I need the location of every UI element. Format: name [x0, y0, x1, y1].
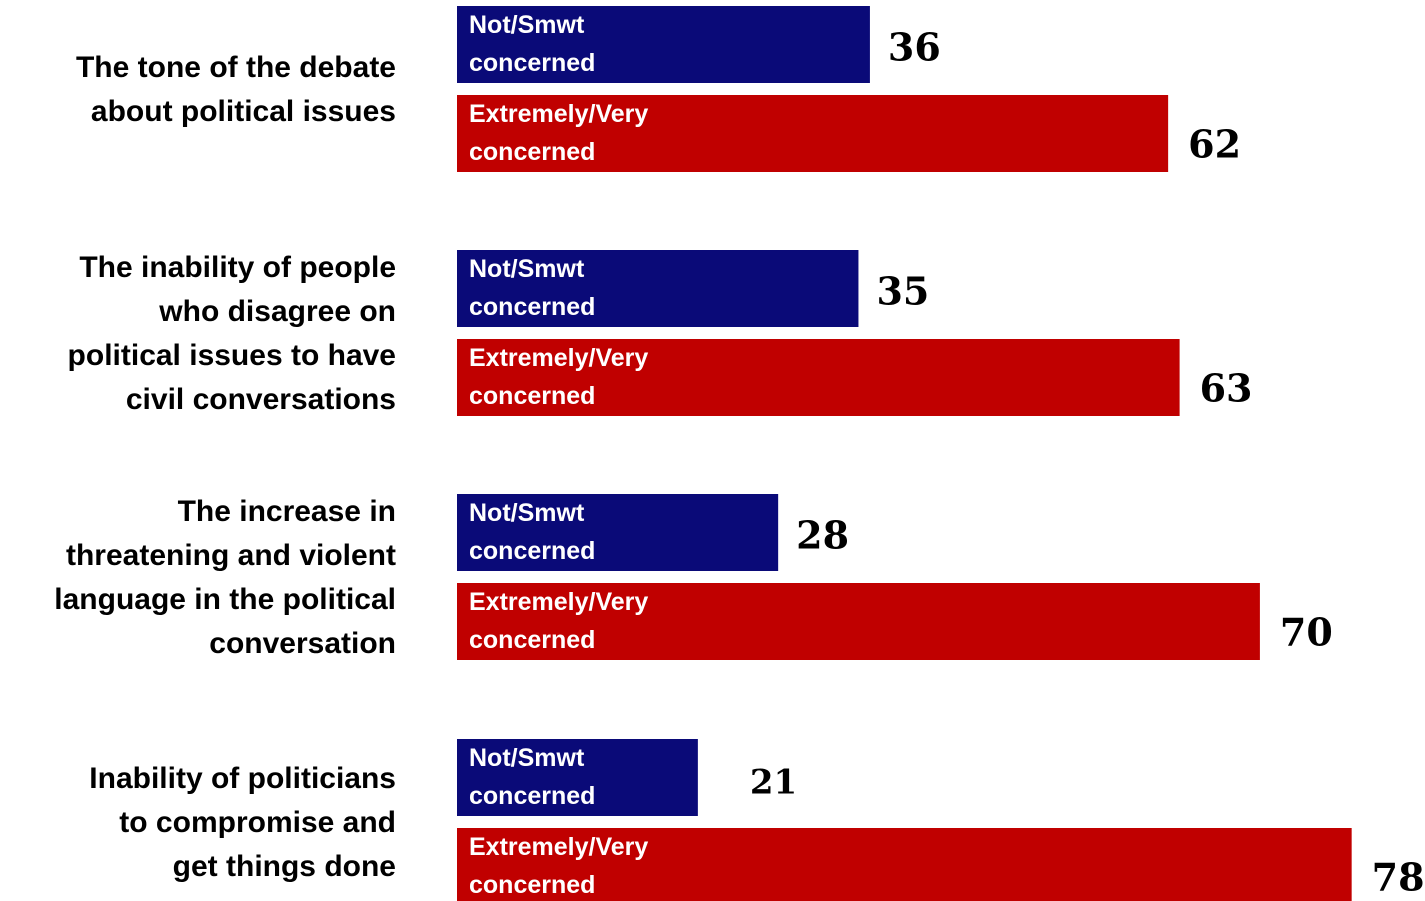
bar-not-concerned [457, 494, 779, 571]
category-label: The tone of the debate about political is… [76, 51, 396, 128]
bar-series-label: Extremely/Very concerned [469, 588, 648, 654]
bar-extremely-concerned [457, 828, 1352, 901]
value-label: 63 [1200, 366, 1253, 411]
bar-extremely-concerned [457, 95, 1169, 172]
bar-series-label: Extremely/Very concerned [469, 100, 648, 166]
category-label: The increase in threatening and violent la… [54, 495, 396, 660]
bar-extremely-concerned [457, 339, 1180, 416]
value-label: 21 [750, 763, 797, 803]
bar-series-label: Not/Smwt concerned [469, 255, 595, 321]
value-label: 28 [796, 513, 849, 558]
bar-series-label: Not/Smwt concerned [469, 744, 595, 810]
bar-not-concerned [457, 6, 870, 83]
bar-series-label: Not/Smwt concerned [469, 499, 595, 565]
value-label: 36 [888, 25, 941, 70]
bar-extremely-concerned [457, 583, 1260, 660]
category-label: Inability of politicians to compromise an… [89, 762, 396, 883]
value-label: 62 [1188, 122, 1241, 167]
value-label: 35 [876, 269, 929, 314]
bar-series-label: Extremely/Very concerned [469, 833, 648, 899]
bar-series-label: Not/Smwt concerned [469, 11, 595, 77]
value-label: 70 [1280, 610, 1333, 655]
category-label: The inability of people who disagree on po… [68, 251, 396, 416]
bar-not-concerned [457, 739, 698, 816]
value-label: 78 [1372, 855, 1425, 900]
bar-not-concerned [457, 250, 859, 327]
bar-series-label: Extremely/Very concerned [469, 344, 648, 410]
